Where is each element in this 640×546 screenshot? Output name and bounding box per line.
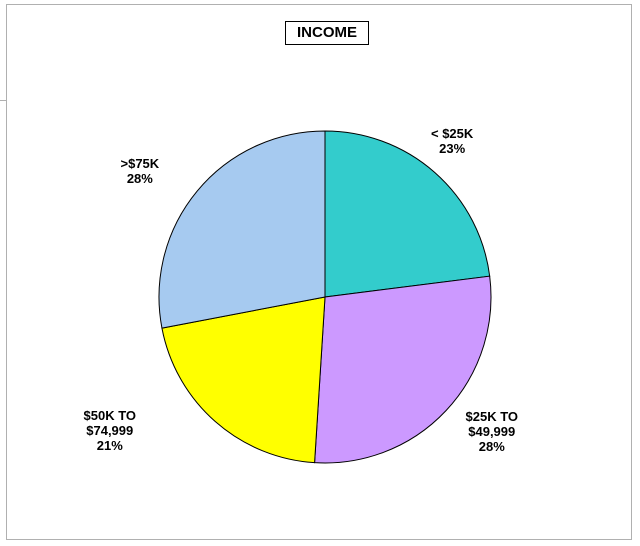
- slice-label-1: $25K TO $49,999 28%: [466, 409, 519, 454]
- slice-label-0: < $25K 23%: [431, 126, 473, 156]
- slice-label-2: $50K TO $74,999 21%: [84, 408, 137, 453]
- slice-percent: 23%: [439, 141, 466, 156]
- slice-label-text: $49,999: [468, 424, 516, 439]
- slice-percent: 28%: [126, 171, 153, 186]
- slice-label-text: < $25K: [431, 126, 474, 141]
- pie-slice-2: [161, 296, 326, 464]
- pie-slice-0: [324, 130, 491, 298]
- slice-label-3: >$75K 28%: [121, 156, 160, 186]
- slice-percent: 21%: [96, 438, 123, 453]
- slice-label-text: $25K TO: [465, 409, 519, 424]
- pie-slice-3: [158, 130, 326, 329]
- slice-label-text: >$75K: [120, 156, 160, 171]
- slice-label-text: $74,999: [86, 423, 134, 438]
- chart-title: INCOME: [285, 21, 369, 45]
- slice-label-text: $50K TO: [83, 408, 137, 423]
- frame-tick: [0, 100, 6, 101]
- slice-percent: 28%: [478, 439, 505, 454]
- pie-slice-1: [314, 275, 492, 464]
